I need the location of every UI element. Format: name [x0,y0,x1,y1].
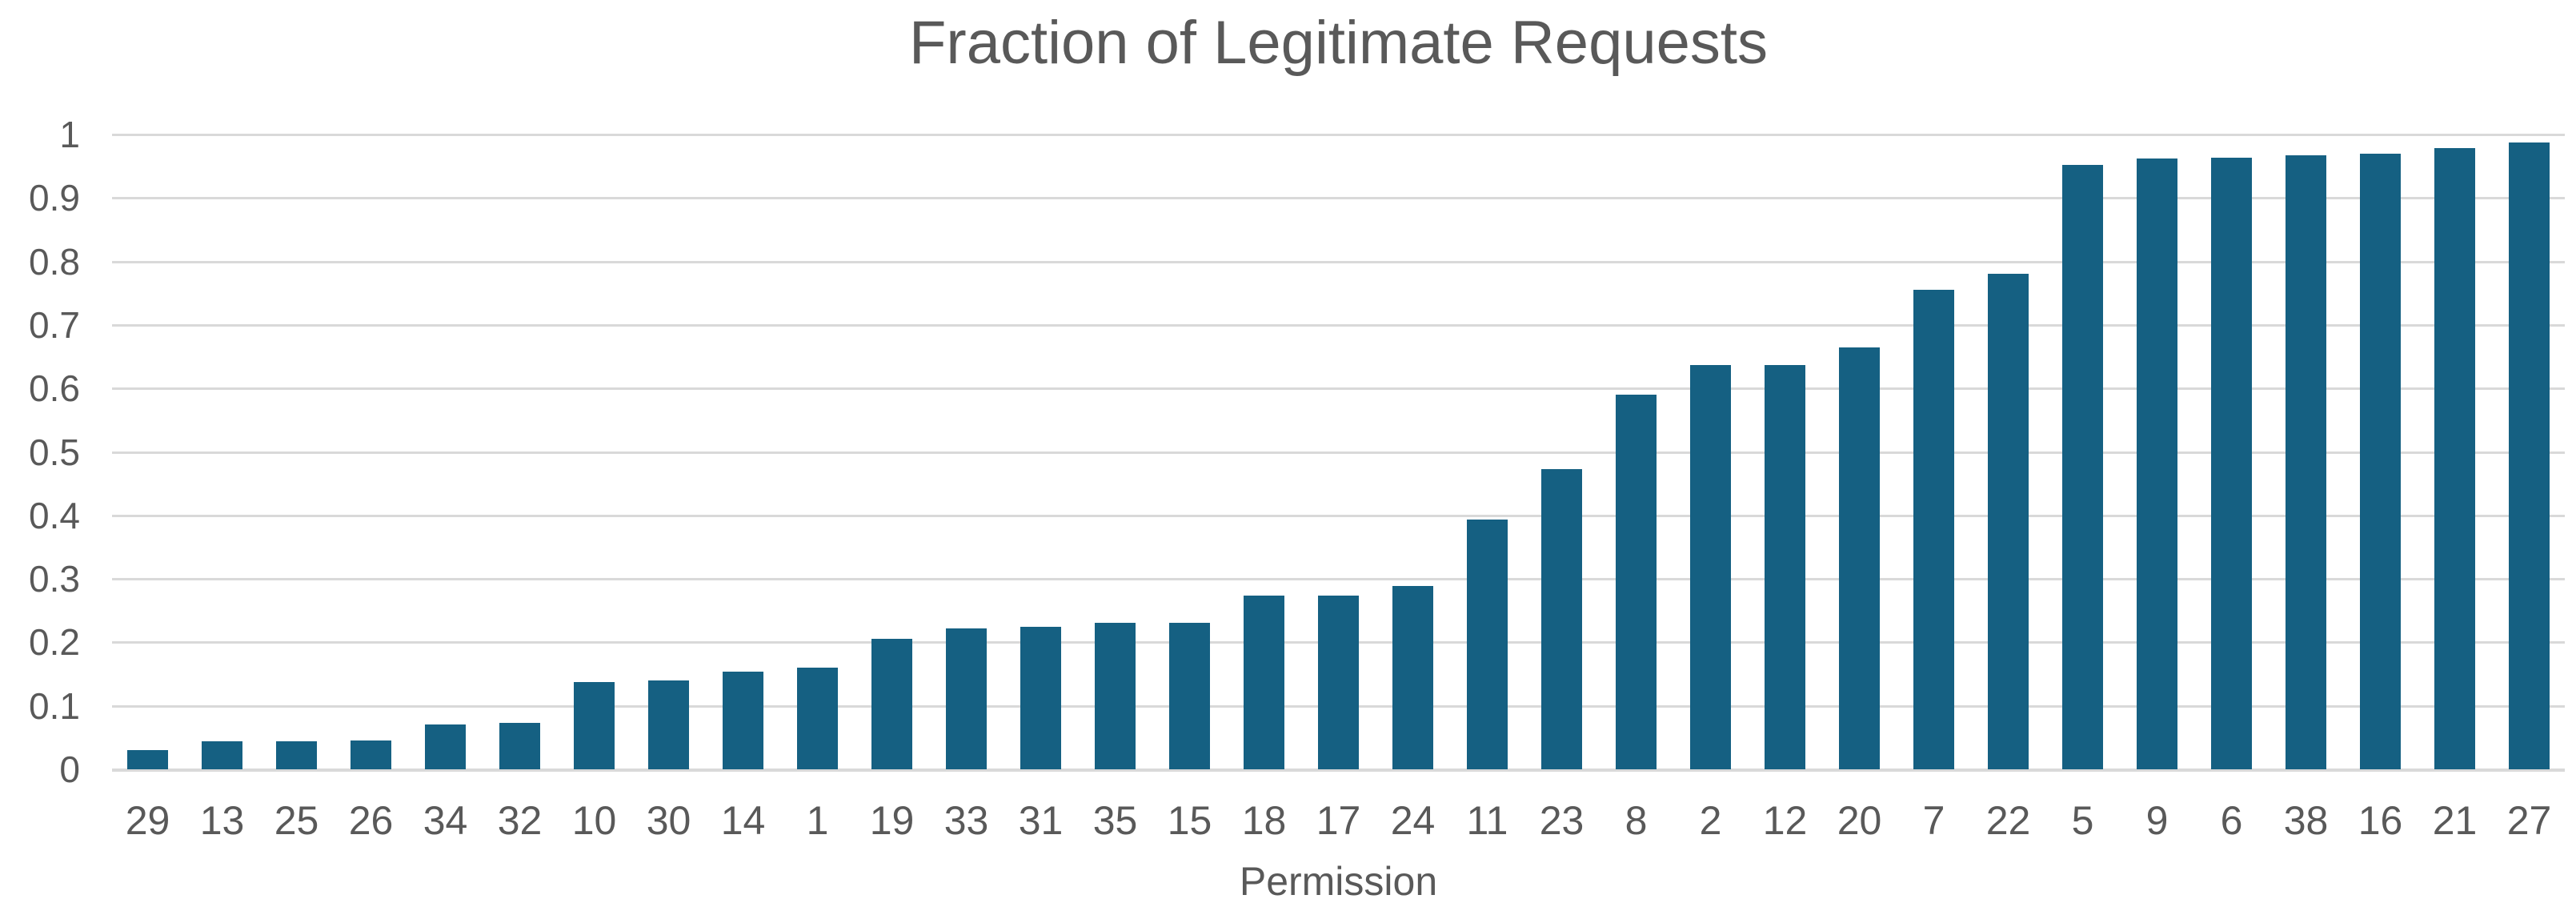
x-tick-label: 31 [1018,798,1064,843]
x-tick-label: 23 [1539,798,1584,843]
gridline [112,451,2565,454]
y-tick-label: 0.6 [29,367,80,410]
x-tick-label: 18 [1241,798,1287,843]
x-tick-label: 2 [1699,798,1722,843]
gridline [112,260,2565,263]
x-tick-label: 1 [806,798,829,843]
bar-30 [648,680,689,769]
y-tick-label: 0.4 [29,494,80,536]
x-tick-label: 32 [497,798,543,843]
x-tick-label: 38 [2283,798,2329,843]
bar-24 [1392,585,1433,769]
x-tick-label: 20 [1837,798,1882,843]
x-tick-label: 33 [943,798,989,843]
bar-26 [351,740,391,769]
x-tick-label: 24 [1390,798,1436,843]
bar-6 [2211,157,2252,769]
bar-27 [2509,142,2550,769]
y-tick-label: 0.1 [29,684,80,727]
gridline [112,769,2565,772]
bar-14 [723,671,763,769]
bar-33 [946,628,987,769]
bar-12 [1765,364,1805,769]
x-tick-label: 6 [2220,798,2243,843]
bar-38 [2286,155,2326,769]
bar-32 [499,723,540,769]
x-tick-label: 8 [1625,798,1648,843]
x-tick-label: 26 [348,798,394,843]
bar-7 [1913,290,1954,769]
x-tick-label: 15 [1167,798,1212,843]
y-tick-label: 0.2 [29,621,80,664]
x-tick-label: 25 [274,798,319,843]
x-tick-label: 16 [2358,798,2403,843]
bar-8 [1616,395,1657,769]
bar-20 [1839,347,1880,769]
bar-18 [1244,595,1284,769]
bar-29 [127,750,168,769]
x-tick-label: 27 [2506,798,2552,843]
bar-34 [425,724,466,769]
bar-15 [1169,622,1210,769]
x-tick-label: 29 [125,798,170,843]
x-tick-label: 30 [646,798,691,843]
bar-25 [276,741,317,769]
y-tick-label: 0.7 [29,303,80,346]
bar-10 [574,682,615,769]
bar-19 [871,638,912,769]
x-tick-label: 7 [1922,798,1945,843]
bar-13 [202,741,242,769]
bar-31 [1020,626,1061,769]
gridline [112,197,2565,200]
x-tick-label: 34 [423,798,468,843]
gridline [112,514,2565,517]
y-tick-label: 1 [59,114,80,155]
bar-1 [797,668,838,769]
bar-17 [1318,595,1359,769]
y-tick-label: 0.8 [29,240,80,283]
gridline [112,134,2565,136]
bar-16 [2360,153,2401,769]
bar-21 [2434,148,2475,769]
x-tick-label: 17 [1316,798,1361,843]
bar-5 [2062,165,2103,769]
y-tick-label: 0.3 [29,558,80,600]
bar-9 [2137,159,2177,769]
x-tick-label: 5 [2071,798,2094,843]
x-tick-label: 12 [1762,798,1808,843]
gridline [112,323,2565,327]
bar-23 [1541,468,1582,769]
chart-title: Fraction of Legitimate Requests [909,9,1768,77]
bar-22 [1988,274,2029,769]
x-tick-label: 10 [571,798,617,843]
x-tick-label: 11 [1466,798,1508,843]
x-tick-label: 19 [869,798,915,843]
y-tick-label: 0.9 [29,177,80,219]
x-tick-label: 14 [720,798,766,843]
bar-2 [1690,364,1731,769]
bar-35 [1095,622,1136,769]
y-tick-label: 0 [59,748,80,790]
x-tick-label: 13 [199,798,245,843]
y-tick-label: 0.5 [29,431,80,473]
gridline [112,578,2565,581]
x-tick-label: 21 [2432,798,2478,843]
x-tick-label: 35 [1092,798,1138,843]
x-tick-label: 22 [1985,798,2031,843]
x-axis-title: Permission [1239,859,1438,904]
x-tick-label: 9 [2145,798,2169,843]
gridline [112,387,2565,391]
plot-area [112,134,2565,772]
bar-11 [1467,520,1508,769]
